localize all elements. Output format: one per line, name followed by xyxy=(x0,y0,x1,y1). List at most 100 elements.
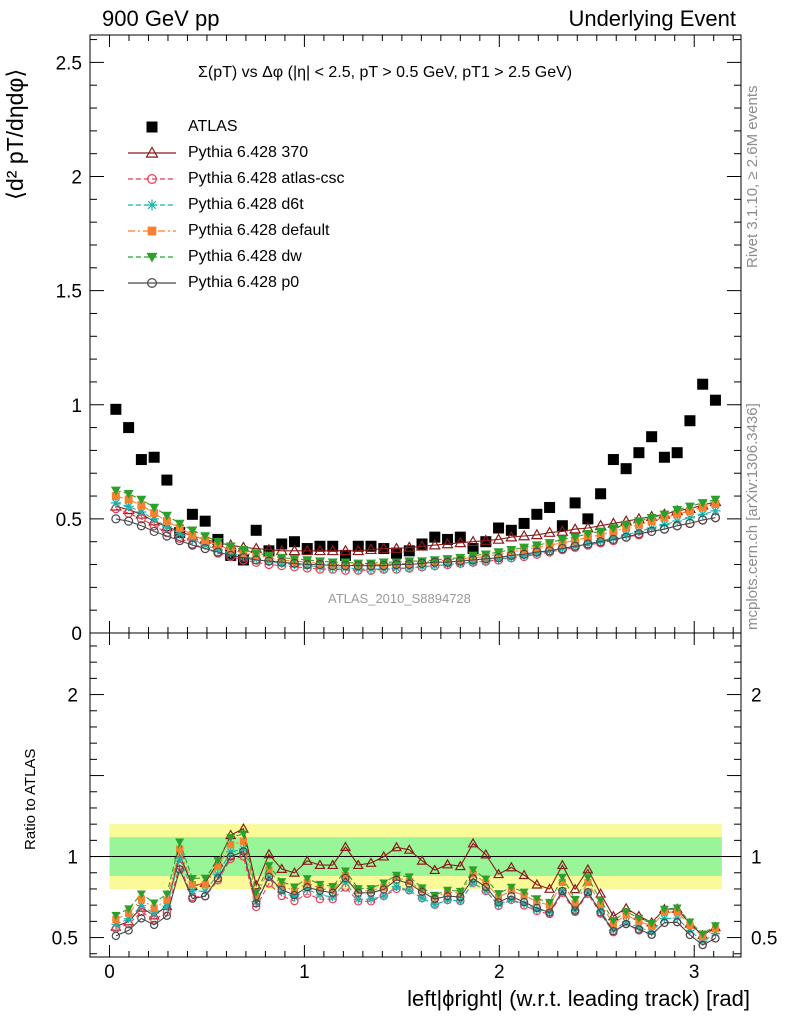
data-point xyxy=(391,559,402,570)
legend-marker xyxy=(146,199,158,211)
legend-symbol xyxy=(128,199,176,211)
ratio-point xyxy=(443,886,453,895)
ratio-point xyxy=(467,837,479,848)
ratio-point xyxy=(506,883,516,892)
x-axis-label: left|ϕright| (w.r.t. leading track) [rad… xyxy=(407,986,750,1011)
ratio-point xyxy=(227,841,235,849)
ratio-point xyxy=(149,908,159,918)
header-category-label: Underlying Event xyxy=(568,6,736,31)
ratio-point xyxy=(315,886,325,895)
data-point xyxy=(518,529,531,541)
ratio-point xyxy=(366,894,376,904)
data-point xyxy=(543,526,556,537)
ratio-point xyxy=(468,874,478,883)
ratio-point xyxy=(659,914,669,924)
data-point xyxy=(429,531,441,543)
ratio-point xyxy=(277,885,286,894)
ratio-point xyxy=(251,889,261,898)
data-point xyxy=(569,522,582,534)
ratio-point xyxy=(634,925,644,934)
ratio-point xyxy=(200,892,210,901)
data-point xyxy=(544,546,555,556)
data-point xyxy=(288,536,300,548)
ratio-point xyxy=(532,903,542,913)
ratio-y-tick-label: 2 xyxy=(67,686,78,707)
ratio-point xyxy=(417,893,427,903)
ratio-point xyxy=(417,887,427,897)
data-point xyxy=(251,555,261,565)
ratio-point xyxy=(201,881,209,889)
ratio-point xyxy=(111,931,121,941)
data-point xyxy=(326,544,339,556)
ratio-y-tick-label: 1 xyxy=(67,848,78,869)
ratio-point xyxy=(570,895,580,904)
legend-entry: Pythia 6.428 atlas-csc xyxy=(126,166,345,192)
data-point xyxy=(379,561,389,571)
ratio-point xyxy=(608,917,618,926)
ratio-point xyxy=(596,908,605,917)
ratio-point xyxy=(354,888,363,897)
ratio-point xyxy=(430,900,440,910)
ratio-point xyxy=(570,906,580,915)
legend-label: Pythia 6.428 dw xyxy=(188,248,302,265)
ratio-series-6 xyxy=(111,847,720,950)
ratio-point xyxy=(340,878,350,888)
ratio-line xyxy=(115,833,716,935)
ratio-point xyxy=(519,897,529,907)
x-tick-label: 1 xyxy=(299,962,310,983)
ratio-point xyxy=(647,920,657,928)
ratio-point xyxy=(239,847,248,856)
ratio-point xyxy=(328,888,337,897)
ratio-point xyxy=(685,930,695,940)
ratio-point xyxy=(390,841,403,852)
data-point xyxy=(518,517,530,529)
data-point xyxy=(493,522,505,534)
ratio-point xyxy=(315,890,325,900)
ratio-point xyxy=(226,847,236,857)
data-point xyxy=(302,559,312,570)
data-point xyxy=(582,513,594,525)
data-point xyxy=(530,528,543,540)
ratio-point xyxy=(353,894,363,904)
data-point xyxy=(136,495,147,505)
data-point xyxy=(493,553,504,564)
ratio-point xyxy=(251,899,261,908)
data-point xyxy=(595,527,606,537)
data-point xyxy=(544,501,556,513)
series-line xyxy=(115,517,716,567)
ratio-point xyxy=(660,918,669,928)
legend-symbol xyxy=(128,277,176,289)
series-4 xyxy=(111,492,720,569)
data-point xyxy=(480,556,491,567)
ratio-point xyxy=(608,925,618,935)
ratio-point xyxy=(494,898,503,907)
y-tick-label: 2.5 xyxy=(56,53,82,74)
data-point xyxy=(607,454,619,466)
ratio-point xyxy=(302,884,312,894)
data-point xyxy=(697,378,709,390)
ratio-point xyxy=(176,845,184,853)
ratio-point xyxy=(647,930,656,939)
data-point xyxy=(136,521,146,531)
data-point xyxy=(570,541,580,551)
ratio-point xyxy=(214,862,222,871)
data-point xyxy=(441,537,454,549)
data-point xyxy=(697,509,708,520)
ratio-point xyxy=(314,859,326,870)
ratio-point xyxy=(442,858,454,869)
ratio-point xyxy=(455,887,465,896)
ratio-point xyxy=(200,874,210,883)
legend-label: Pythia 6.428 d6t xyxy=(188,196,304,213)
data-point xyxy=(481,554,491,564)
ratio-y-tick-label-right: 0.5 xyxy=(751,929,777,950)
ratio-point xyxy=(468,878,478,888)
legend-marker xyxy=(146,252,158,263)
ratio-point xyxy=(162,890,172,899)
data-point xyxy=(263,551,274,561)
ratio-point xyxy=(111,911,121,920)
ratio-point xyxy=(416,855,428,865)
ratio-point xyxy=(544,883,556,893)
ratio-point xyxy=(519,899,529,909)
data-point xyxy=(123,490,134,499)
